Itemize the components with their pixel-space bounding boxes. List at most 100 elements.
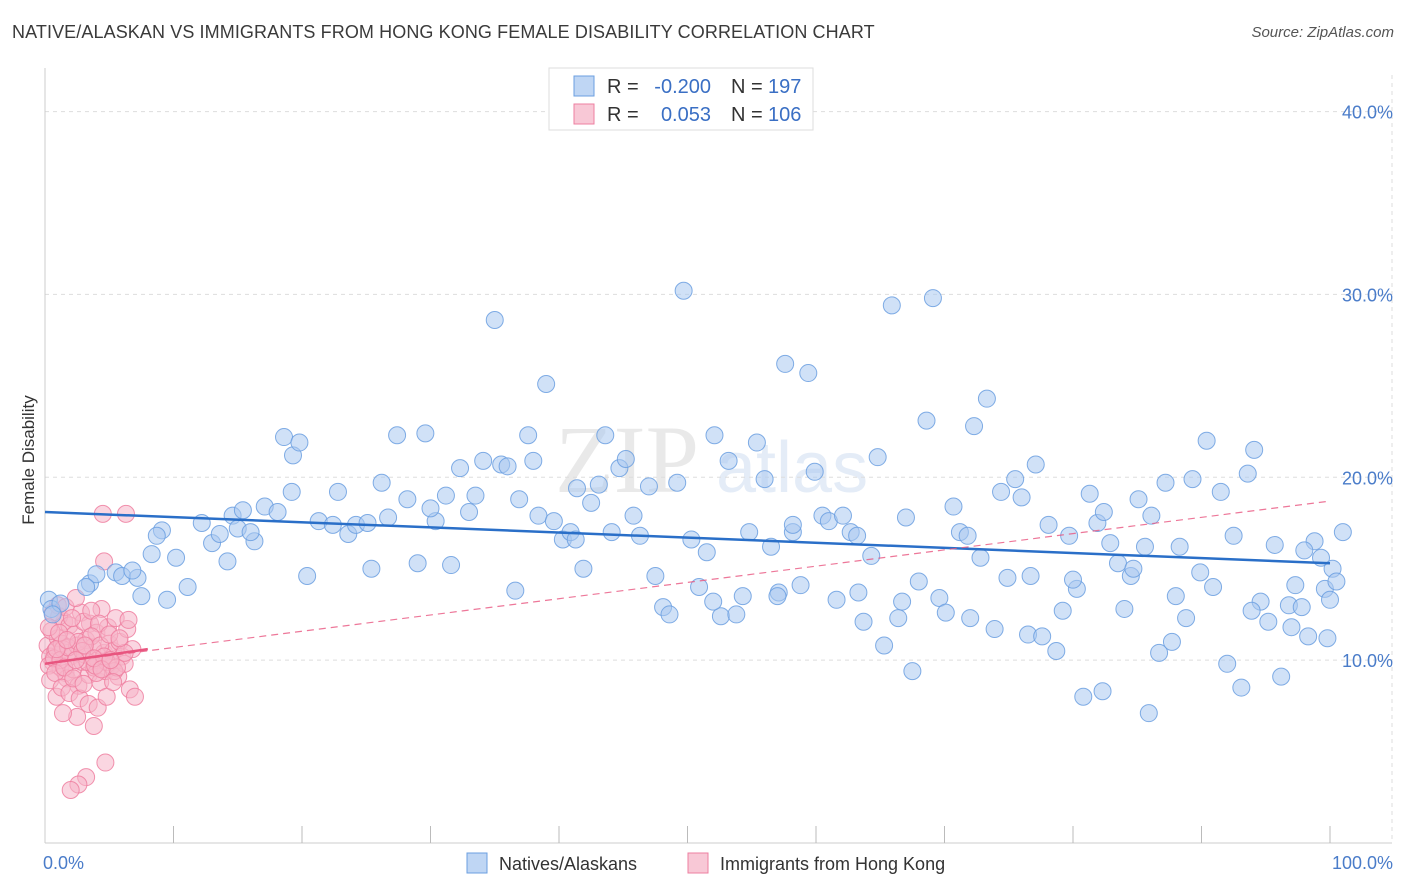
scatter-point [616,450,635,468]
scatter-point [1033,627,1052,646]
y-tick-label-0: 10.0% [1342,651,1393,671]
scatter-point [833,506,852,525]
x-tick-label-max: 100.0% [1332,853,1393,873]
bottom-legend-swatch-natives [466,852,488,874]
watermark-atlas: atlas [716,428,868,508]
scatter-point [61,780,80,799]
scatter-point [421,499,440,518]
scatter-point [474,451,493,470]
scatter-point [827,590,846,609]
scatter-point [768,587,787,606]
legend-n-label: N = [731,104,763,126]
scatter-point [268,503,287,522]
scatter-point [451,459,470,478]
scatter-point [582,493,601,512]
tick-labels: 10.0% 20.0% 30.0% 40.0% 0.0% 100.0% [43,103,1393,873]
scatter-point [84,716,103,735]
trend-lines [44,500,1331,666]
scatter-point [524,451,543,470]
scatter-point [1006,470,1025,489]
scatter-point [1026,455,1045,474]
scatter-point [53,704,72,723]
legend-n-value: 197 [768,76,801,98]
legend-r-value: -0.200 [654,76,711,98]
scatter-point [1129,490,1148,509]
scatter-point [132,587,151,606]
scatter-point [1259,612,1278,631]
scatter-point [416,424,435,443]
legend-n-label: N = [731,76,763,98]
scatter-point [1299,627,1318,646]
scatter-point [119,610,138,629]
scatter-point [1295,541,1314,560]
scatter-point [1064,570,1082,589]
source-label: Source: ZipAtlas.com [1251,24,1394,41]
scatter-point [110,629,129,648]
scatter-point [57,631,76,650]
scatter-point [372,473,391,492]
scatter-point [917,411,936,430]
scatter-point [783,515,802,534]
bottom-legend: Natives/Alaskans Immigrants from Hong Ko… [466,852,945,874]
trend-line-hongkong [44,647,148,666]
scatter-point [74,674,93,693]
scatter-point [1265,535,1284,554]
scatter-point [282,482,301,501]
scatter-point [909,572,928,591]
scatter-point [436,486,455,505]
scatter-point [660,605,679,624]
scatter-point [998,568,1017,587]
scatter-point [442,556,461,575]
scatter-point [1333,523,1352,542]
scatter-point [398,490,417,509]
legend-swatch-natives [573,75,595,97]
scatter-point [485,311,504,330]
scatter-point [506,581,525,600]
scatter-point [1211,482,1230,501]
scatter-point [1093,682,1112,701]
scatter-point [1272,667,1291,686]
scatter-point [574,559,593,578]
scatter-point [776,354,795,373]
scatter-point [1139,704,1158,723]
scatter-point [104,673,123,692]
scatter-point [147,526,166,545]
scatter-point [740,523,759,542]
chart-title: NATIVE/ALASKAN VS IMMIGRANTS FROM HONG K… [12,22,875,42]
scatter-point [379,508,398,527]
trend-line-natives [44,510,1331,565]
legend-r-label: R = [607,76,639,98]
scatter-point [1156,473,1175,492]
scatter-point [275,428,294,447]
scatter-point [1047,642,1066,660]
watermark: ZIP atlas [555,406,868,513]
legend-r-label: R = [607,104,639,126]
scatter-point [1286,576,1305,595]
scatter-point [936,603,955,622]
scatter-point [142,545,161,564]
scatter-point [210,524,229,543]
legend-swatch-hongkong [573,103,595,125]
scatter-point [1218,654,1237,673]
scatter-point [1197,431,1216,450]
legend-r-value: 0.053 [661,104,711,126]
scatter-point [1012,488,1031,507]
scatter-point [1115,599,1134,618]
scatter-point [241,523,260,542]
scatter-point [328,482,347,501]
scatter-point [1108,554,1127,573]
scatter-point [125,687,144,706]
scatter-point [529,506,548,525]
scatter-point [75,636,94,655]
scatter-point [719,451,738,470]
bottom-legend-swatch-hongkong [687,852,709,874]
scatter-point [1238,464,1257,483]
y-axis-label: Female Disability [19,395,38,525]
scatter-point [498,457,517,476]
scatter-point [1318,629,1337,648]
scatter-point [985,620,1004,639]
scatter-point [849,583,868,602]
scatter-point [589,475,608,494]
scatter-point [466,486,485,505]
y-tick-label-2: 30.0% [1342,285,1393,305]
